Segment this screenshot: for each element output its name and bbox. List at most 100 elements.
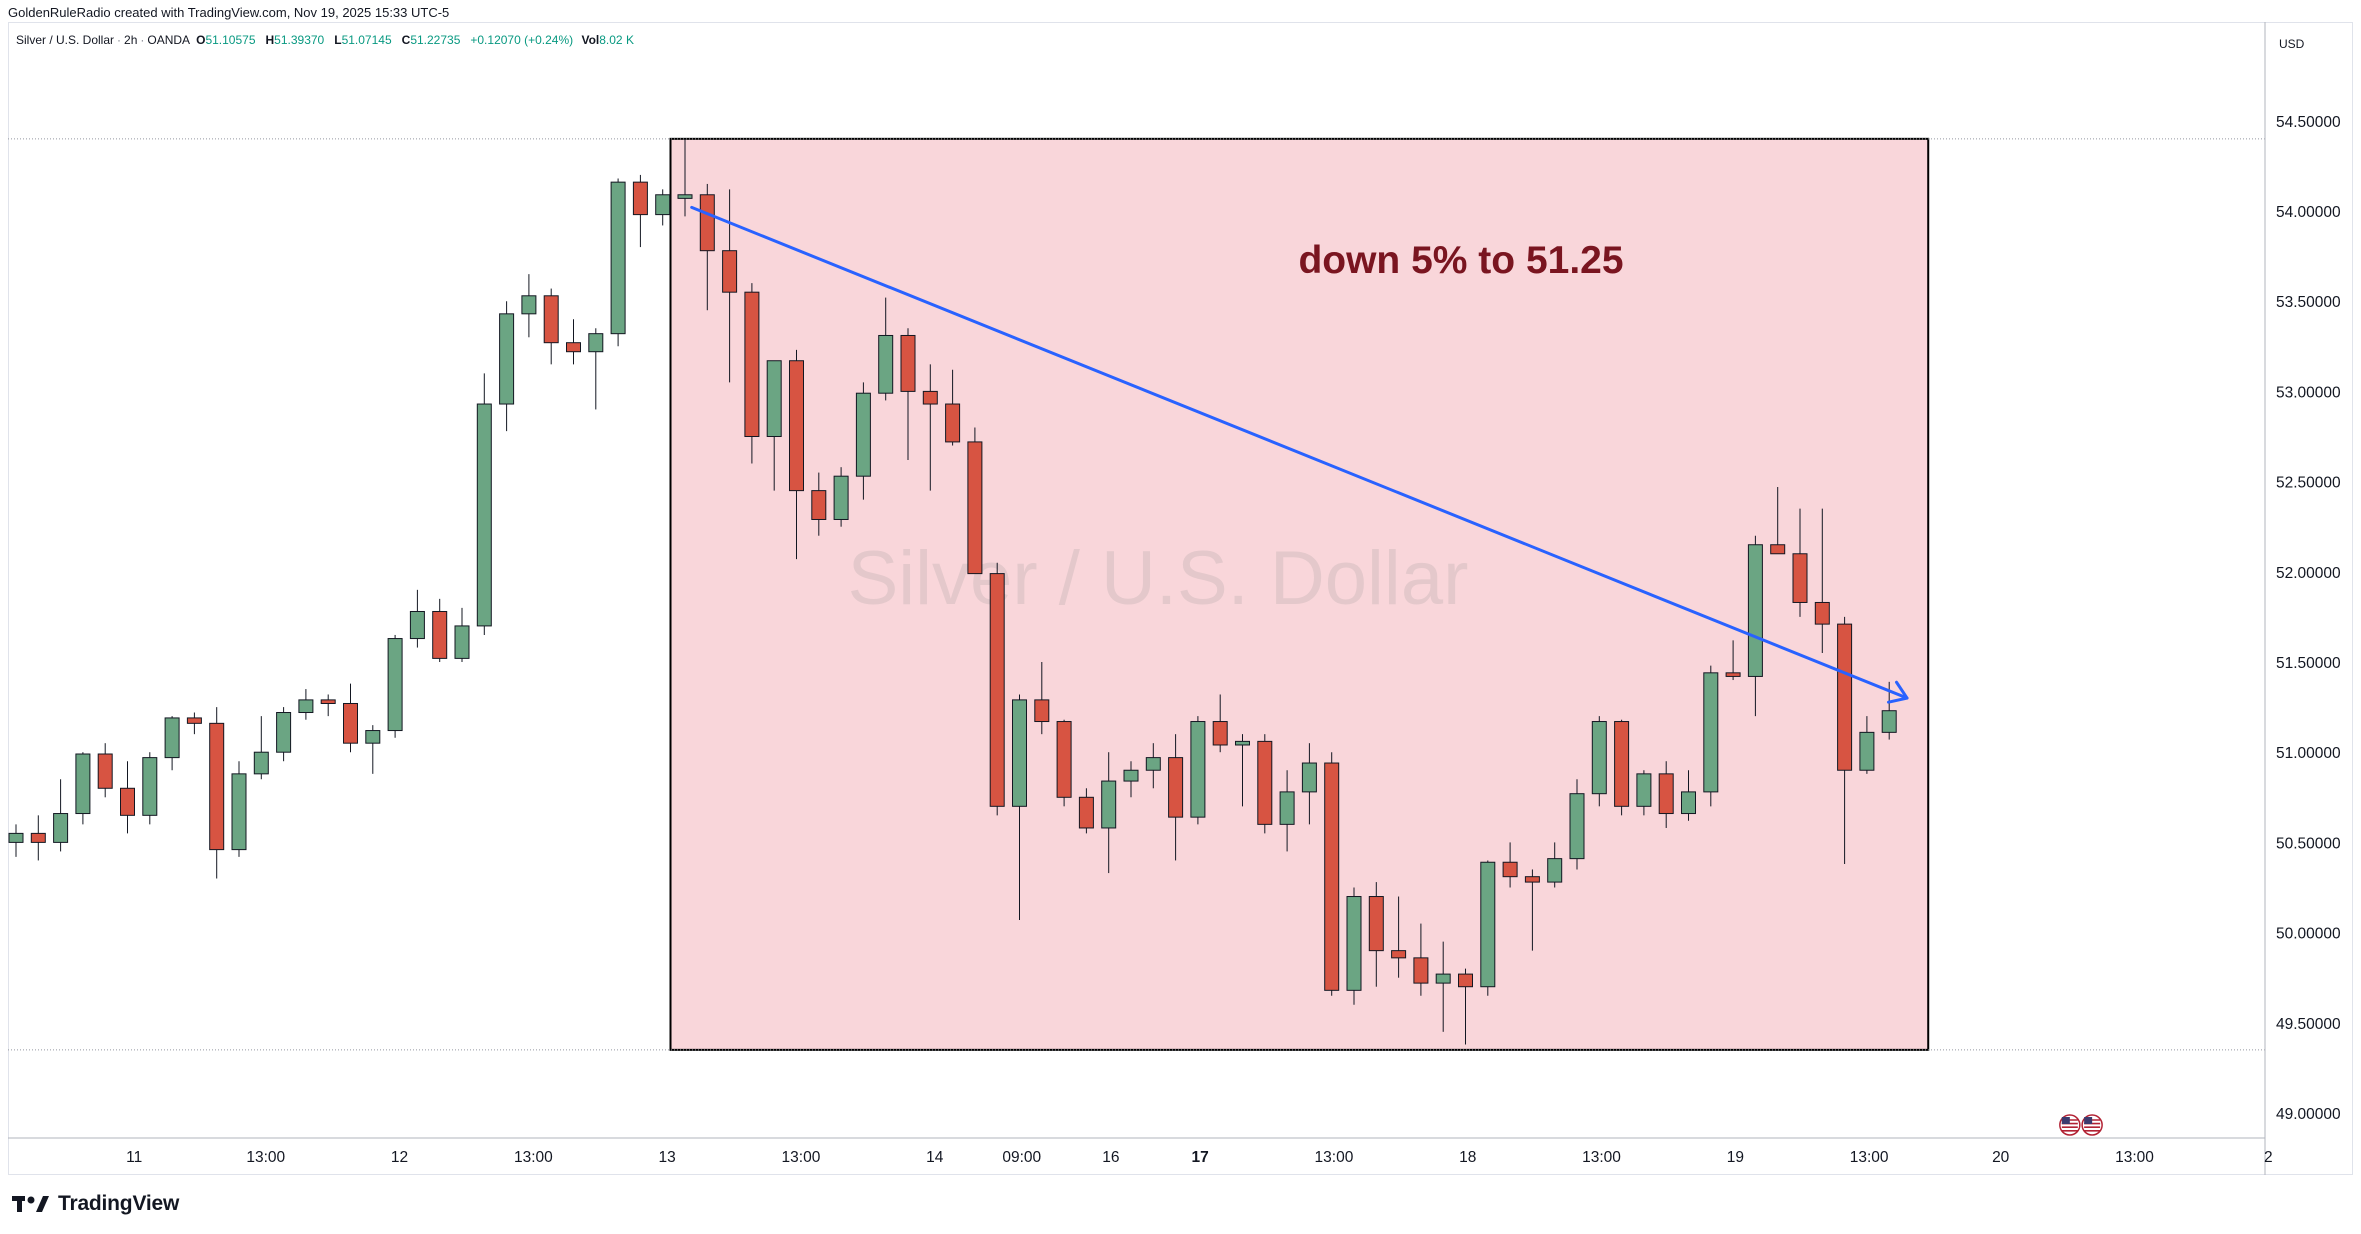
candle[interactable] xyxy=(1012,694,1027,920)
tradingview-logo[interactable]: TradingView xyxy=(12,1189,179,1219)
candle[interactable] xyxy=(1346,887,1362,1005)
candle[interactable] xyxy=(97,743,113,798)
candle[interactable] xyxy=(253,716,269,780)
candle[interactable] xyxy=(1056,719,1072,807)
candle[interactable] xyxy=(677,138,693,217)
us-flag-icon[interactable] xyxy=(2081,1114,2103,1136)
candle[interactable] xyxy=(1681,770,1696,821)
highlight-zone[interactable] xyxy=(669,137,1930,1051)
candle[interactable] xyxy=(766,360,782,491)
tradingview-logo-icon xyxy=(12,1196,49,1212)
candle[interactable] xyxy=(1725,640,1741,681)
candle[interactable] xyxy=(1257,734,1273,834)
candle[interactable] xyxy=(1524,869,1540,951)
candle[interactable] xyxy=(945,369,961,446)
candle[interactable] xyxy=(1614,719,1630,816)
candle[interactable] xyxy=(1212,694,1228,753)
candle-body xyxy=(1056,721,1072,798)
candle[interactable] xyxy=(120,761,135,834)
candle[interactable] xyxy=(1658,761,1674,828)
candle[interactable] xyxy=(1235,734,1250,807)
legend-symbol[interactable]: Silver / U.S. Dollar xyxy=(16,33,115,47)
candle[interactable] xyxy=(1792,508,1808,617)
candle[interactable] xyxy=(1569,779,1585,870)
candle[interactable] xyxy=(989,562,1005,816)
candle[interactable] xyxy=(30,815,46,861)
candle[interactable] xyxy=(1814,508,1830,653)
x-axis-tick-label: 17 xyxy=(1192,1149,1209,1166)
candle[interactable] xyxy=(1859,716,1875,774)
candle[interactable] xyxy=(610,178,626,347)
candle[interactable] xyxy=(588,328,604,410)
candle[interactable] xyxy=(320,694,336,717)
candle[interactable] xyxy=(1547,842,1563,888)
candle[interactable] xyxy=(454,607,470,662)
x-axis-tick-label: 2 xyxy=(2264,1149,2273,1166)
candle[interactable] xyxy=(789,349,804,560)
candle[interactable] xyxy=(566,319,581,365)
candle[interactable] xyxy=(655,189,671,226)
candle-body xyxy=(499,313,515,405)
candle[interactable] xyxy=(1123,761,1139,798)
candle[interactable] xyxy=(1413,923,1429,996)
candle[interactable] xyxy=(744,283,760,464)
candle[interactable] xyxy=(900,328,916,460)
trend-arrow-line[interactable] xyxy=(690,205,1909,700)
candle[interactable] xyxy=(499,301,515,432)
candle[interactable] xyxy=(855,382,871,500)
candle[interactable] xyxy=(1101,752,1117,874)
candle[interactable] xyxy=(1078,788,1094,834)
candle[interactable] xyxy=(1168,734,1184,861)
candle[interactable] xyxy=(632,174,648,248)
candle[interactable] xyxy=(409,589,425,648)
candle[interactable] xyxy=(1591,716,1607,807)
candle[interactable] xyxy=(142,752,158,825)
legend-interval[interactable]: 2h xyxy=(124,33,138,47)
candle[interactable] xyxy=(164,716,180,771)
candle-body xyxy=(1368,896,1384,952)
candle[interactable] xyxy=(186,712,202,735)
candle[interactable] xyxy=(1636,770,1652,816)
legend-change: +0.12070 (+0.24%) xyxy=(470,33,574,47)
candle[interactable] xyxy=(1435,941,1451,1032)
candle[interactable] xyxy=(521,274,537,338)
candle[interactable] xyxy=(543,288,559,365)
candle[interactable] xyxy=(1301,743,1317,825)
candle[interactable] xyxy=(1324,752,1340,996)
candle[interactable] xyxy=(967,427,983,575)
candle[interactable] xyxy=(75,752,91,825)
candle[interactable] xyxy=(1747,535,1763,717)
candle[interactable] xyxy=(387,634,403,738)
candle[interactable] xyxy=(811,472,827,536)
candle[interactable] xyxy=(1391,896,1407,978)
candle[interactable] xyxy=(1190,716,1206,825)
candle[interactable] xyxy=(231,761,247,857)
candle[interactable] xyxy=(922,364,938,491)
us-flag-icon[interactable] xyxy=(2059,1114,2081,1136)
candle[interactable] xyxy=(1034,662,1050,735)
candle[interactable] xyxy=(343,683,358,753)
candle[interactable] xyxy=(298,689,314,720)
candle[interactable] xyxy=(1279,770,1295,852)
candle[interactable] xyxy=(209,707,225,879)
candle[interactable] xyxy=(53,779,69,852)
candle[interactable] xyxy=(1770,487,1786,555)
candle[interactable] xyxy=(476,373,492,635)
legend-vol-value: 8.02 K xyxy=(599,33,634,47)
candle[interactable] xyxy=(1837,616,1853,865)
candle[interactable] xyxy=(1703,665,1719,807)
candle[interactable] xyxy=(365,725,381,774)
candle-body xyxy=(1324,762,1340,991)
candle[interactable] xyxy=(1480,860,1496,996)
candle[interactable] xyxy=(432,598,448,662)
candle[interactable] xyxy=(8,824,24,857)
candle[interactable] xyxy=(1368,882,1384,987)
candle[interactable] xyxy=(276,707,292,762)
candle[interactable] xyxy=(878,297,894,401)
candle[interactable] xyxy=(1458,968,1473,1045)
candle[interactable] xyxy=(1502,842,1518,888)
candle[interactable] xyxy=(1145,743,1161,789)
candle[interactable] xyxy=(833,467,849,527)
candle[interactable] xyxy=(699,183,715,311)
